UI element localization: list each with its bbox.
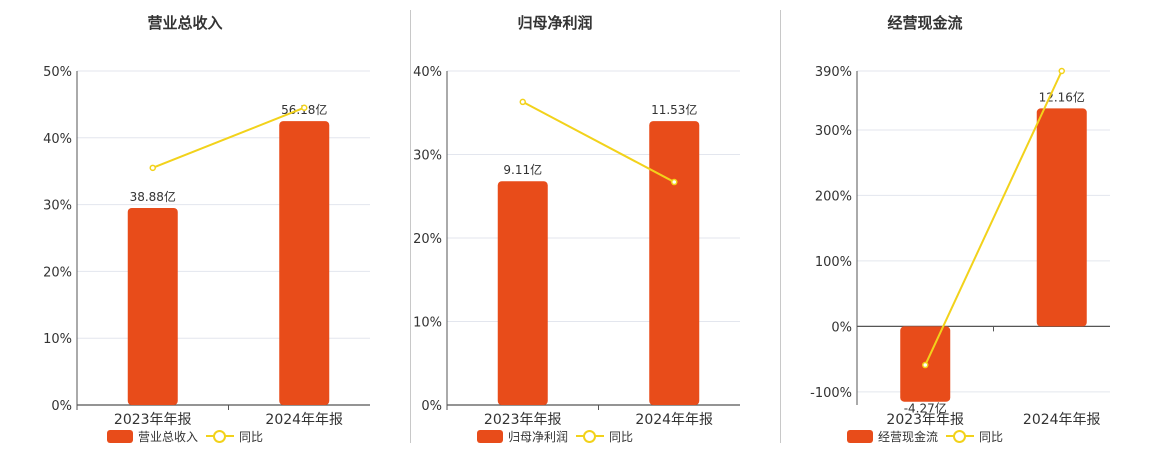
yoy-point — [671, 178, 678, 186]
legend-item-bar[interactable]: 归母净利润 — [476, 428, 568, 445]
x-tick-label: 2024年年报 — [265, 412, 343, 428]
bar-value-label: 38.88亿 — [130, 189, 176, 204]
legend-label: 经营现金流 — [877, 429, 938, 444]
legend-item-bar[interactable]: 营业总收入 — [106, 428, 198, 445]
legend-item-bar[interactable]: 经营现金流 — [846, 428, 938, 445]
bar — [497, 181, 548, 405]
y-tick-label: 0% — [51, 399, 72, 414]
y-tick-label: 20% — [43, 265, 72, 280]
chart-panel: 经营现金流 -100% 0% 100% 200% 300% 390% -4.27亿 12.16亿… — [740, 0, 1110, 450]
bar — [1036, 108, 1087, 327]
legend-bar-swatch — [846, 429, 873, 443]
legend-item-line[interactable]: 同比 — [576, 428, 633, 445]
y-tick-label: 30% — [413, 149, 442, 164]
legend-label: 同比 — [609, 429, 634, 444]
chart-panel: 营业总收入0%10%20%30%40%50%38.88亿56.18亿2023年年… — [0, 0, 370, 450]
yoy-point — [922, 361, 929, 369]
legend-line-marker — [576, 429, 604, 443]
yoy-point — [1058, 67, 1065, 75]
legend-label: 营业总收入 — [137, 429, 198, 444]
bar — [279, 121, 330, 405]
bar-value-label: 11.53亿 — [651, 102, 697, 117]
panel-divider — [410, 10, 411, 443]
chart-svg: 0%10%20%30%40%50%38.88亿56.18亿2023年年报2024… — [43, 65, 370, 428]
bar — [649, 121, 700, 405]
chart-svg: -100% 0% 100% 200% 300% 390% -4.27亿 12.16亿 2023年… — [810, 65, 1110, 428]
y-tick-label: 50% — [43, 65, 72, 80]
legend: 经营现金流 同比 — [740, 426, 1110, 446]
chart-title: 营业总收入 — [147, 14, 223, 32]
legend: 归母净利润 同比 — [370, 426, 740, 446]
legend-line-marker — [946, 429, 974, 443]
legend-item-line[interactable]: 同比 — [946, 428, 1003, 445]
yoy-line — [522, 101, 675, 183]
y-tick-label: 100% — [815, 255, 852, 270]
legend-line-marker — [206, 429, 234, 443]
x-tick-label: 2023年年报 — [114, 412, 192, 428]
y-tick-label: 30% — [43, 199, 72, 214]
bar-value-label: 12.16亿 — [1039, 89, 1085, 104]
x-tick-label: 2024年年报 — [1023, 412, 1101, 428]
yoy-line — [152, 106, 305, 169]
y-tick-label: 0% — [831, 320, 852, 335]
legend-label: 归母净利润 — [507, 429, 568, 444]
y-tick-label: 40% — [43, 132, 72, 147]
y-tick-label: 10% — [43, 332, 72, 347]
y-tick-label: 20% — [413, 232, 442, 247]
yoy-point — [301, 104, 308, 111]
chart-svg: 0% 10% 20% 30% 40% 9.11亿 11.53亿 2023年年报 2024年年报 — [413, 65, 740, 428]
y-tick-label: 390% — [815, 65, 852, 80]
chart-title: 归母净利润 — [517, 14, 593, 32]
legend-label: 同比 — [979, 429, 1004, 444]
chart-panel: 归母净利润 0% 10% 20% 30% 40% 9.11亿 11.53亿 2023年年报 202… — [370, 0, 740, 450]
legend-label: 同比 — [239, 429, 264, 444]
y-tick-label: 40% — [413, 65, 442, 80]
x-tick-label: 2024年年报 — [635, 412, 713, 428]
legend-item-line[interactable]: 同比 — [206, 428, 263, 445]
bar-value-label: 9.11亿 — [503, 162, 542, 177]
y-tick-label: 300% — [815, 124, 852, 139]
legend-bar-swatch — [106, 429, 133, 443]
yoy-point — [519, 98, 526, 106]
bar — [127, 207, 178, 405]
bar-value-label: -4.27亿 — [904, 401, 947, 416]
y-tick-label: 0% — [421, 399, 442, 414]
yoy-line — [924, 70, 1063, 366]
panel-divider — [780, 10, 781, 443]
x-tick-label: 2023年年报 — [886, 412, 964, 428]
chart-title: 经营现金流 — [887, 14, 963, 32]
y-tick-label: 200% — [815, 189, 852, 204]
legend-bar-swatch — [476, 429, 503, 443]
x-tick-label: 2023年年报 — [484, 412, 562, 428]
legend: 营业总收入 同比 — [0, 426, 370, 446]
y-tick-label: 10% — [413, 316, 442, 331]
y-tick-label: -100% — [810, 386, 852, 401]
yoy-point — [149, 164, 156, 172]
